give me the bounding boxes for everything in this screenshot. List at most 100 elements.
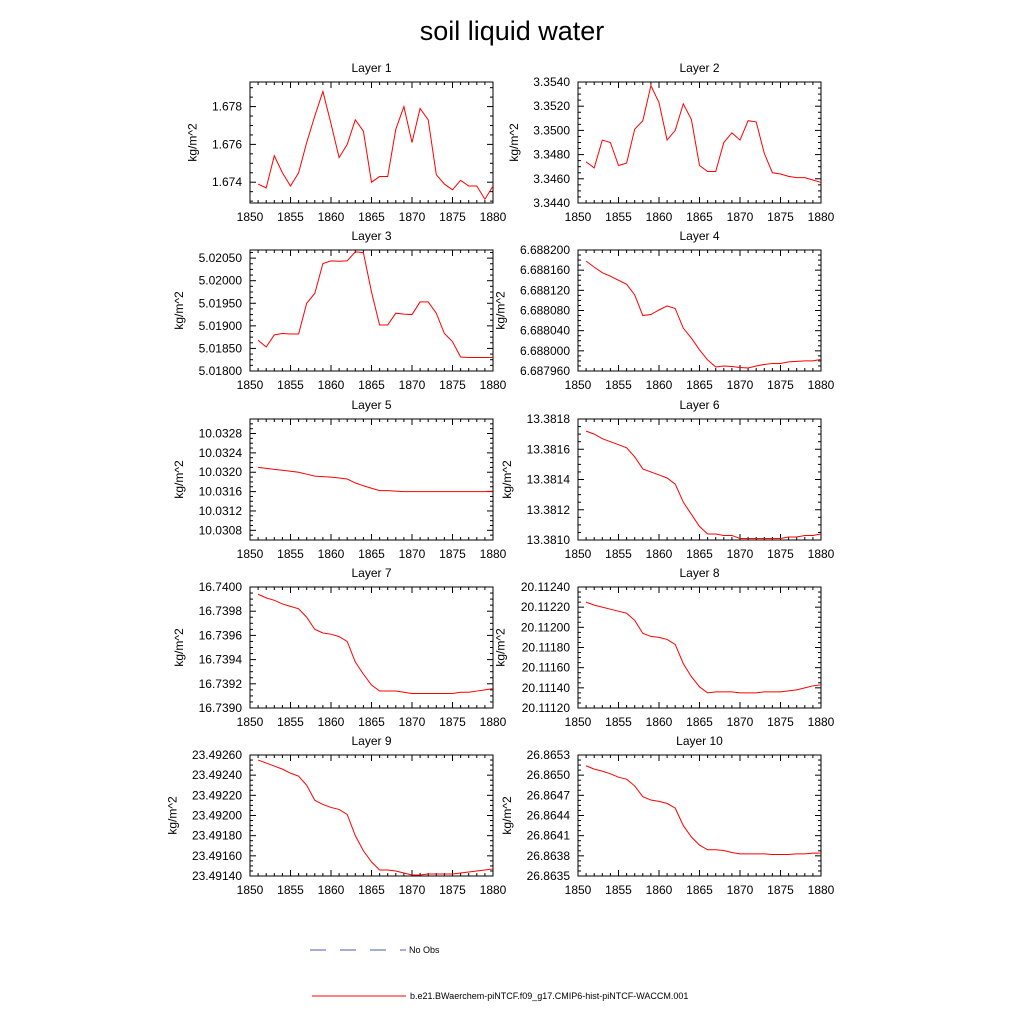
- panel-2-ytick-label: 3.3440: [533, 196, 570, 210]
- panel-2-ytick-label: 3.3460: [533, 172, 570, 186]
- panel-2-title: Layer 2: [679, 61, 719, 75]
- panel-8: Layer 8 1850 1855 1860 1865 1870 1875 1880 20.11…: [493, 566, 834, 729]
- panel-2-xtick-label: 1855: [605, 210, 632, 224]
- panel-8-xtick-label: 1865: [686, 715, 713, 729]
- panel-1-xtick-label: 1860: [318, 210, 345, 224]
- panel-9-xtick-label: 1860: [318, 883, 345, 897]
- panel-4-ytick-label: 6.688160: [520, 263, 570, 277]
- panel-10-xtick-label: 1875: [767, 883, 794, 897]
- panel-3-ytick-label: 5.01900: [199, 319, 243, 333]
- panel-9-frame: [249, 754, 494, 877]
- panel-3-title: Layer 3: [351, 229, 391, 243]
- panel-7-xtick-label: 1880: [480, 715, 507, 729]
- panel-2-xtick-label: 1875: [767, 210, 794, 224]
- panel-1-title: Layer 1: [351, 61, 391, 75]
- panel-9-series-line: [257, 759, 494, 876]
- panel-8-frame: [577, 586, 822, 709]
- panel-10-ytick-label: 26.8647: [527, 788, 571, 802]
- panel-8-xtick-label: 1870: [727, 715, 754, 729]
- panel-1: Layer 1 1850 1855 1860 1865 1870 1875 1880 1.674…: [186, 61, 507, 224]
- panel-8-ytick-label: 20.11220: [521, 600, 570, 614]
- panel-5-ytick-label: 10.0308: [199, 523, 243, 537]
- panel-4-frame: [577, 249, 822, 372]
- panel-2-xtick-label: 1870: [727, 210, 754, 224]
- panel-9-xtick-label: 1850: [237, 883, 264, 897]
- panel-10-frame: [577, 754, 822, 877]
- panel-10-xtick-label: 1860: [646, 883, 673, 897]
- panel-4-ytick-label: 6.687960: [520, 364, 570, 378]
- panel-8-ylabel: kg/m^2: [493, 628, 507, 667]
- panel-8-ytick-label: 20.11160: [522, 661, 571, 675]
- panel-10-xtick-label: 1870: [727, 883, 754, 897]
- panel-10-xtick-label: 1865: [686, 883, 713, 897]
- panel-6-xtick-label: 1875: [767, 547, 794, 561]
- panel-9-xtick-label: 1865: [358, 883, 385, 897]
- panel-5-xtick-label: 1860: [318, 547, 345, 561]
- panel-5-xtick-label: 1855: [277, 547, 304, 561]
- panel-3-ytick-label: 5.01800: [199, 364, 243, 378]
- panel-2-xtick-label: 1880: [808, 210, 835, 224]
- panel-9-title: Layer 9: [351, 734, 391, 748]
- panel-2-ytick-label: 3.3500: [533, 123, 570, 137]
- panel-2-series-line: [585, 84, 822, 183]
- panel-7-ytick-label: 16.7394: [199, 653, 243, 667]
- figure-title: soil liquid water: [420, 16, 605, 46]
- panel-10-ytick-label: 26.8650: [527, 768, 571, 782]
- panel-10: Layer 10 1850 1855 1860 1865 1870 1875 1880 26.8…: [500, 734, 835, 897]
- panel-3-ytick-label: 5.02050: [199, 251, 243, 265]
- panel-7-ylabel: kg/m^2: [172, 628, 186, 667]
- panel-4-ytick-label: 6.688000: [520, 344, 570, 358]
- panel-4-ytick-label: 6.688040: [520, 324, 570, 338]
- panel-7-xtick-label: 1870: [399, 715, 426, 729]
- panel-9-xtick-label: 1855: [277, 883, 304, 897]
- panel-10-xtick-label: 1850: [565, 883, 592, 897]
- panel-6-xtick-label: 1860: [646, 547, 673, 561]
- panel-2-ylabel: kg/m^2: [507, 123, 521, 162]
- panel-3-ytick-label: 5.02000: [199, 274, 243, 288]
- panel-7-series-line: [257, 593, 494, 694]
- panel-8-ytick-label: 20.11200: [521, 620, 570, 634]
- panel-6-title: Layer 6: [679, 398, 719, 412]
- panel-1-xtick-label: 1850: [237, 210, 264, 224]
- panel-4-xtick-label: 1870: [727, 378, 754, 392]
- panels: Layer 1 1850 1855 1860 1865 1870 1875 1880 1.674…: [165, 61, 834, 897]
- panel-6-ytick-label: 13.3810: [527, 533, 571, 547]
- panel-2-xtick-label: 1850: [565, 210, 592, 224]
- panel-6-xtick-label: 1850: [565, 547, 592, 561]
- panel-6-ytick-label: 13.3818: [527, 412, 571, 426]
- panel-4-xtick-label: 1860: [646, 378, 673, 392]
- panel-8-xtick-label: 1860: [646, 715, 673, 729]
- panel-10-ytick-label: 26.8653: [527, 748, 571, 762]
- panel-3-xtick-label: 1850: [237, 378, 264, 392]
- panel-2-ytick-label: 3.3540: [533, 75, 570, 89]
- panel-4-xtick-label: 1875: [767, 378, 794, 392]
- panel-7-xtick-label: 1860: [318, 715, 345, 729]
- panel-5: Layer 5 1850 1855 1860 1865 1870 1875 1880 10.03…: [172, 398, 507, 561]
- panel-9-ytick-label: 23.49140: [192, 869, 242, 883]
- legend: No Obs b.e21.BWaerchem-piNTCF.f09_g17.CM…: [310, 945, 688, 1001]
- panel-6-frame: [577, 418, 822, 541]
- panel-4-title: Layer 4: [679, 229, 719, 243]
- panel-3-ylabel: kg/m^2: [172, 291, 186, 330]
- legend-obs-label: No Obs: [409, 945, 440, 955]
- panel-3-ytick-label: 5.01850: [199, 341, 243, 355]
- panel-4: Layer 4 1850 1855 1860 1865 1870 1875 1880 6.687…: [493, 229, 834, 392]
- panel-5-xtick-label: 1875: [439, 547, 466, 561]
- panel-9-ytick-label: 23.49160: [192, 849, 242, 863]
- panel-7-ytick-label: 16.7392: [199, 677, 243, 691]
- panel-7-ytick-label: 16.7390: [199, 701, 243, 715]
- panel-5-xtick-label: 1850: [237, 547, 264, 561]
- panel-3-xtick-label: 1875: [439, 378, 466, 392]
- panel-7-xtick-label: 1850: [237, 715, 264, 729]
- panel-8-ytick-label: 20.11180: [522, 641, 571, 655]
- panel-1-xtick-label: 1870: [399, 210, 426, 224]
- panel-6-series-line: [585, 430, 822, 539]
- panel-8-ytick-label: 20.11120: [522, 701, 571, 715]
- panel-7-ytick-label: 16.7400: [199, 580, 243, 594]
- panel-8-ytick-label: 20.11240: [521, 580, 570, 594]
- panel-7-xtick-label: 1865: [358, 715, 385, 729]
- panel-10-ylabel: kg/m^2: [500, 796, 514, 835]
- panel-8-xtick-label: 1875: [767, 715, 794, 729]
- panel-5-xtick-label: 1865: [358, 547, 385, 561]
- panel-3: Layer 3 1850 1855 1860 1865 1870 1875 1880 5.018…: [172, 229, 507, 392]
